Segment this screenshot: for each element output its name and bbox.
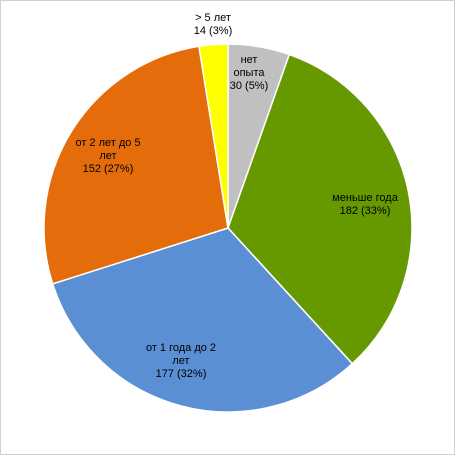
slice-label-line: 30 (5%) [230, 80, 269, 92]
pie-slice-4 [43, 45, 229, 285]
slice-label-line: от 2 лет до 5 [75, 137, 140, 149]
slice-label-line: 182 (33%) [340, 205, 391, 217]
slice-label-line: 177 (32%) [156, 368, 207, 380]
slice-label-line: меньше года [332, 192, 399, 204]
pie-slice-2 [227, 53, 413, 365]
slice-label-line: опыта [233, 67, 265, 79]
slice-label-line: лет [99, 150, 116, 162]
slice-label-line: нет [241, 54, 258, 66]
slice-label-line: 14 (3%) [194, 25, 233, 37]
slice-label-line: от 1 года до 2 [146, 342, 216, 354]
pie-slice-3 [51, 227, 354, 413]
slice-label-line: лет [172, 355, 189, 367]
slice-label-2: меньше года 182 (33%) [332, 192, 399, 217]
slice-label-3: от 1 года до 2 лет 177 (32%) [146, 342, 216, 380]
pie-slice-5 [198, 43, 229, 229]
slice-label-line: > 5 лет [195, 12, 231, 24]
slice-label-1: нет опыта 30 (5%) [230, 54, 269, 92]
slice-label-5: > 5 лет 14 (3%) [194, 12, 233, 37]
slice-label-line: 152 (27%) [83, 163, 134, 175]
slice-label-4: от 2 лет до 5 лет 152 (27%) [75, 137, 140, 175]
